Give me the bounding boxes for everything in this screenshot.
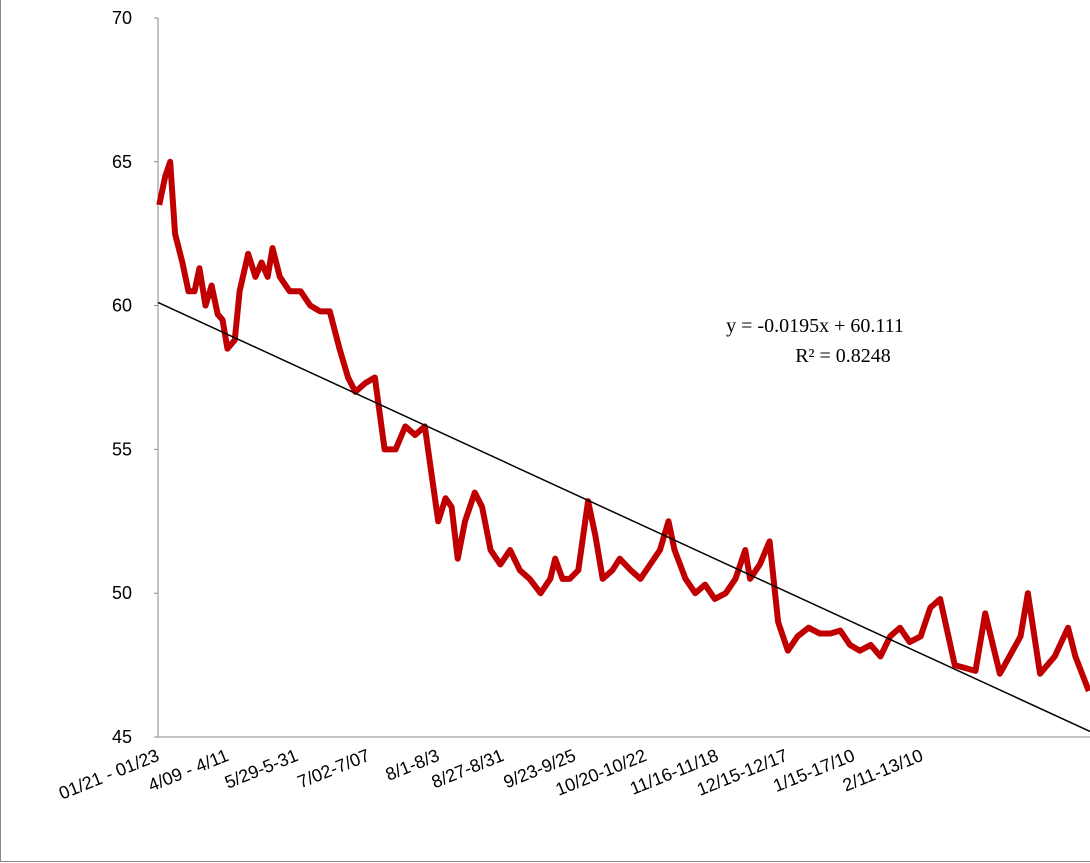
trend-r-squared: R² = 0.8248 — [795, 345, 891, 367]
y-tick-label: 60 — [112, 296, 132, 316]
y-tick-label: 70 — [112, 8, 132, 28]
data-line — [156, 158, 1090, 693]
x-tick-label: 7/02-7/07 — [295, 745, 373, 792]
x-tick-label: 8/27-8/31 — [429, 745, 507, 792]
x-tick-label: 4/09 - 4/11 — [145, 745, 231, 795]
x-tick-label: 01/21 - 01/23 — [56, 745, 162, 803]
x-tick-label: 5/29-5-31 — [222, 745, 301, 792]
trend-line — [157, 301, 1090, 733]
y-tick-label: 45 — [112, 727, 132, 747]
y-tick-label: 55 — [112, 439, 132, 459]
y-tick-label: 50 — [112, 583, 132, 603]
y-tick-label: 65 — [112, 152, 132, 172]
trend-equation: y = -0.0195x + 60.111 — [726, 315, 904, 337]
